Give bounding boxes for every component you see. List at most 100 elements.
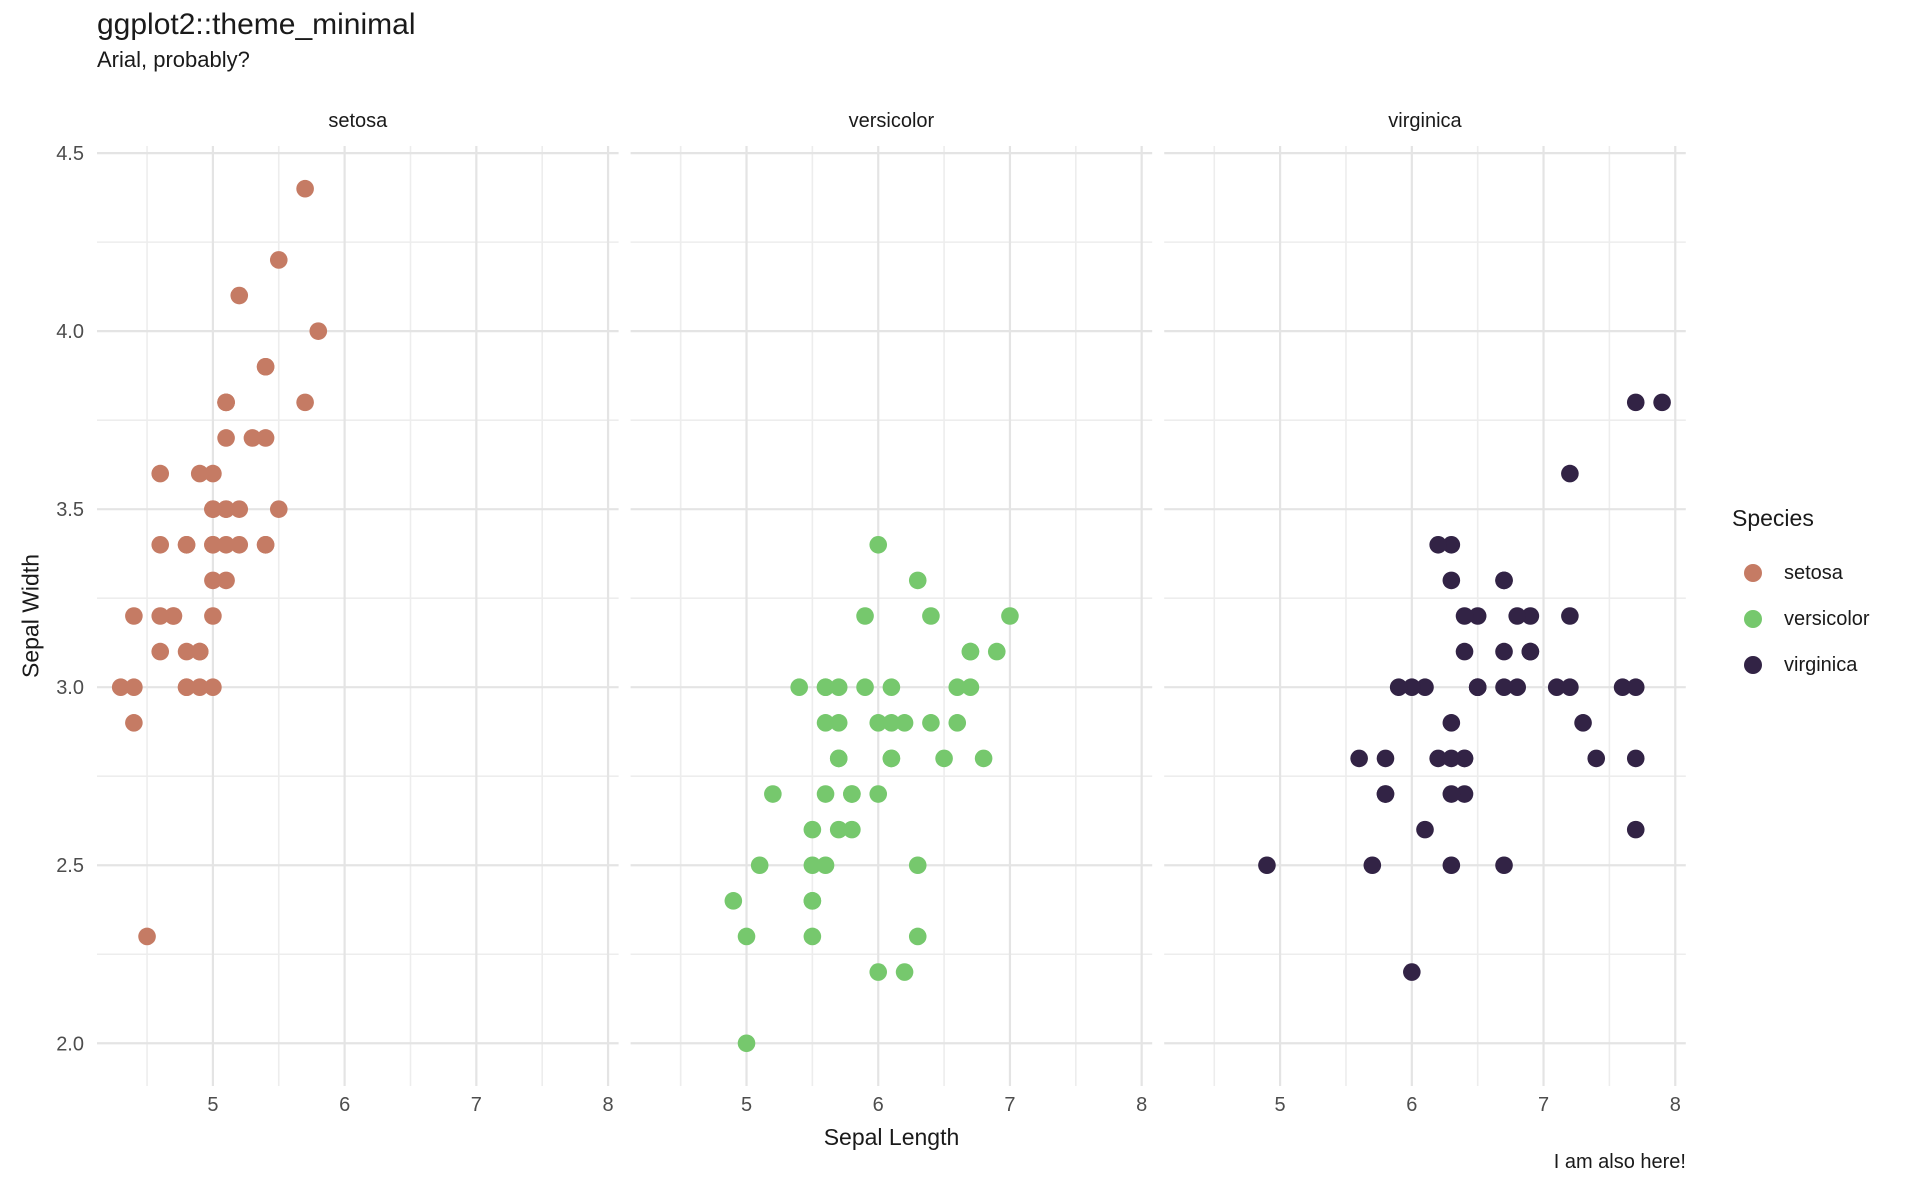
data-point (869, 963, 888, 981)
data-point (125, 714, 143, 732)
data-point (1508, 678, 1527, 697)
data-point (908, 927, 927, 946)
legend-title: Species (1732, 505, 1814, 531)
data-point (1495, 856, 1513, 875)
legend-item-versicolor: versicolor (1732, 596, 1870, 642)
data-point (204, 571, 222, 590)
data-point (1455, 642, 1474, 661)
data-point (190, 642, 209, 661)
data-point (750, 856, 769, 875)
data-point (164, 607, 183, 625)
data-point (1626, 678, 1645, 697)
data-point (829, 749, 848, 768)
facet-label-setosa: setosa (328, 110, 388, 132)
data-point (724, 892, 743, 910)
data-point (217, 500, 235, 518)
data-point (1403, 678, 1421, 697)
data-point (895, 714, 914, 732)
data-point (1613, 678, 1632, 697)
data-point (1442, 535, 1461, 554)
data-point (843, 785, 861, 803)
data-point (737, 1034, 756, 1053)
data-point (816, 785, 835, 803)
data-point (204, 607, 222, 625)
data-point (1495, 678, 1513, 697)
plot-caption: I am also here! (1553, 1151, 1686, 1173)
legend-label: versicolor (1784, 607, 1870, 630)
data-point (816, 856, 835, 875)
data-point (151, 607, 170, 625)
x-tick-label: 6 (873, 1094, 884, 1116)
data-point (803, 820, 822, 839)
data-point (829, 714, 848, 732)
data-point (269, 251, 288, 269)
data-point (256, 535, 275, 554)
y-tick-label: 4.0 (56, 321, 84, 343)
data-point (1587, 749, 1606, 768)
data-point (1468, 678, 1487, 697)
data-point (816, 714, 835, 732)
data-point (1442, 785, 1461, 803)
data-point (737, 927, 756, 946)
facet-label-virginica: virginica (1388, 110, 1462, 132)
x-tick-label: 7 (1004, 1094, 1015, 1116)
data-point (309, 322, 328, 340)
data-point (790, 678, 808, 697)
data-point (856, 607, 874, 625)
y-tick-label: 3.5 (56, 499, 84, 521)
data-point (1429, 749, 1447, 768)
data-point (217, 571, 235, 590)
data-point (125, 678, 143, 697)
data-point (1403, 963, 1421, 981)
legend: Species setosa versicolor virginica (1732, 505, 1870, 688)
y-axis-title: Sepal Width (17, 553, 44, 679)
data-point (803, 927, 822, 946)
data-point (895, 963, 914, 981)
data-point (138, 927, 156, 946)
x-tick-label: 6 (1406, 1094, 1417, 1116)
data-point (856, 678, 874, 697)
data-point (803, 856, 822, 875)
data-point (217, 429, 235, 447)
x-tick-label: 7 (1538, 1094, 1549, 1116)
data-point (1376, 749, 1395, 768)
data-point (1626, 393, 1645, 412)
data-point (816, 678, 835, 697)
data-point (961, 642, 980, 661)
legend-item-virginica: virginica (1732, 642, 1870, 688)
data-point (1547, 678, 1566, 697)
data-point (1495, 571, 1513, 590)
data-point (1455, 785, 1474, 803)
data-point (1350, 749, 1368, 768)
data-point (1521, 642, 1540, 661)
data-point (217, 393, 235, 412)
data-point (987, 642, 1006, 661)
data-point (204, 678, 222, 697)
data-point (190, 464, 209, 483)
data-point (869, 535, 888, 554)
data-point (882, 749, 901, 768)
data-point (1626, 820, 1645, 839)
y-tick-label: 2.5 (56, 855, 84, 877)
data-point (1468, 607, 1487, 625)
x-tick-label: 6 (339, 1094, 350, 1116)
data-point (230, 286, 249, 305)
data-point (1442, 856, 1461, 875)
data-point (125, 607, 143, 625)
data-point (230, 500, 249, 518)
plot-title: ggplot2::theme_minimal (97, 8, 416, 41)
y-tick-label: 4.5 (56, 143, 84, 165)
data-point (1001, 607, 1019, 625)
data-point (1521, 607, 1540, 625)
data-point (1561, 678, 1579, 697)
data-point (829, 678, 848, 697)
data-point (111, 678, 130, 697)
legend-swatch-icon (1744, 656, 1762, 674)
y-tick-label: 2.0 (56, 1033, 84, 1055)
data-point (1561, 464, 1579, 483)
data-point (1416, 820, 1434, 839)
plot-subtitle: Arial, probably? (97, 47, 250, 72)
x-tick-label: 7 (471, 1094, 482, 1116)
legend-item-setosa: setosa (1732, 550, 1870, 596)
